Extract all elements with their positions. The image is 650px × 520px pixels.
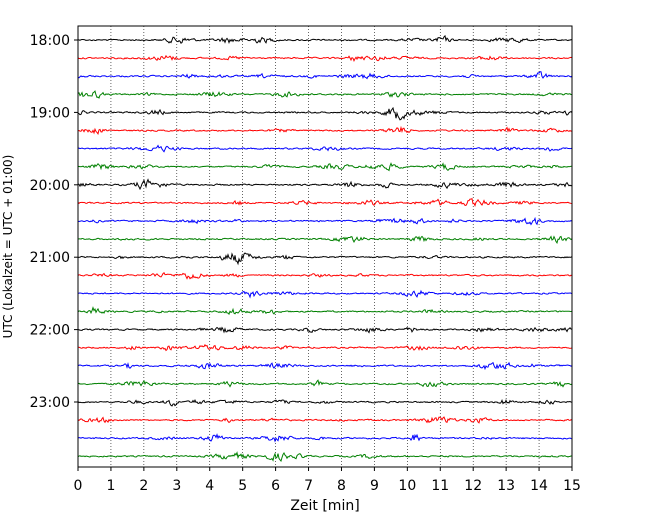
x-tick-label: 12 <box>464 478 482 494</box>
grid-lines <box>110 26 540 467</box>
x-tick-label: 14 <box>530 478 548 494</box>
trace-line <box>77 106 573 121</box>
trace-line <box>77 125 573 135</box>
x-tick-label: 15 <box>563 478 581 494</box>
x-tick-label: 6 <box>271 478 280 494</box>
x-tick-label: 8 <box>337 478 346 494</box>
x-tick-label: 5 <box>238 478 247 494</box>
y-tick-label: 22:00 <box>30 323 70 339</box>
x-tick-label: 3 <box>172 478 181 494</box>
plot-frame <box>77 25 573 468</box>
trace-line <box>77 306 573 316</box>
trace-line <box>77 416 573 424</box>
x-tick-label: 4 <box>205 478 214 494</box>
y-tick-label: 21:00 <box>30 250 70 266</box>
trace-line <box>77 379 573 388</box>
trace-line <box>77 235 573 244</box>
trace-line <box>77 216 573 226</box>
trace-line <box>77 344 573 352</box>
trace-line <box>77 433 573 443</box>
y-tick-label: 20:00 <box>30 178 70 194</box>
trace-line <box>77 90 573 99</box>
trace-line <box>77 162 573 172</box>
trace-line <box>77 399 573 407</box>
x-tick-label: 1 <box>106 478 115 494</box>
x-tick-label: 13 <box>497 478 515 494</box>
trace-line <box>77 289 573 299</box>
y-tick-label: 18:00 <box>30 33 70 49</box>
trace-line <box>77 451 573 463</box>
trace-line <box>77 198 573 208</box>
y-tick-label: 19:00 <box>30 105 70 121</box>
x-axis-label: Zeit [min] <box>290 498 359 514</box>
trace-line <box>77 178 573 191</box>
trace-line <box>77 252 573 266</box>
x-tick-label: 11 <box>431 478 449 494</box>
trace-line <box>77 361 573 371</box>
trace-line <box>77 271 573 280</box>
x-axis-ticks: 0 1 2 3 4 5 6 7 8 9 10 11 12 13 14 15 <box>74 467 581 494</box>
seismic-traces <box>77 34 573 463</box>
x-tick-label: 10 <box>398 478 416 494</box>
x-tick-label: 7 <box>304 478 313 494</box>
trace-line <box>77 54 573 62</box>
x-tick-label: 0 <box>74 478 83 494</box>
trace-line <box>77 144 573 153</box>
y-axis-label: UTC (Lokalzeit = UTC + 01:00) <box>1 155 15 339</box>
y-axis-ticks: 18:00 19:00 20:00 21:00 22:00 23:00 <box>30 33 78 411</box>
trace-line <box>77 34 573 45</box>
trace-line <box>77 326 573 334</box>
y-tick-label: 23:00 <box>30 395 70 411</box>
x-tick-label: 9 <box>370 478 379 494</box>
x-tick-label: 2 <box>139 478 148 494</box>
trace-line <box>77 71 573 80</box>
